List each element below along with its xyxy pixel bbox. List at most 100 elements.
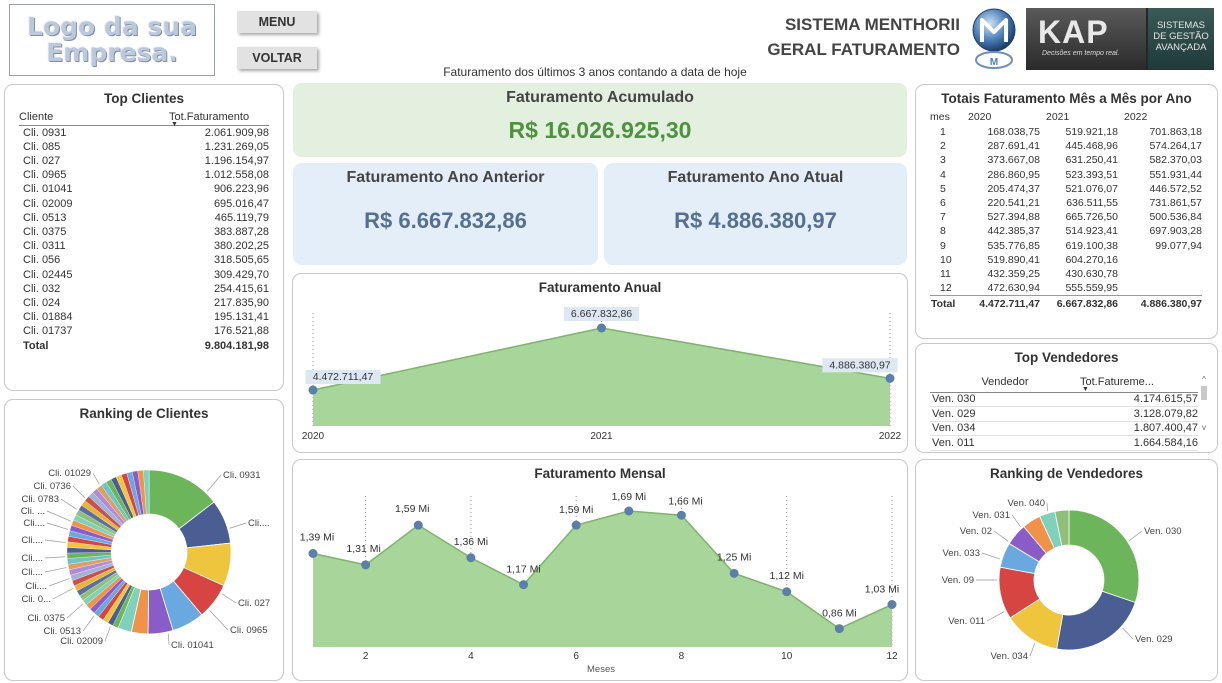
col-tot-fat-label: Tot.Fatureme... bbox=[1080, 375, 1154, 388]
v2022-cell: 731.861,57 bbox=[1149, 197, 1202, 210]
col-vendedor-header[interactable]: Vendedor bbox=[981, 375, 1029, 388]
table-row[interactable]: Cli. 02009 695.016,47 bbox=[19, 197, 269, 211]
data-point bbox=[887, 600, 897, 609]
v2020-cell: 432.359,25 bbox=[987, 267, 1040, 280]
table-row[interactable]: 7 527.394,88 665.726,50 500.536,84 bbox=[930, 210, 1202, 224]
col-total-header[interactable]: Tot.Faturamento ▼ bbox=[169, 109, 269, 128]
data-label-bg bbox=[822, 358, 898, 373]
pie-label: Cli. 0783 bbox=[22, 494, 60, 505]
top-clientes-table: Cliente Tot.Faturamento ▼ Cli. 0931 2.061.… bbox=[19, 109, 269, 353]
total-cell: 3.128.079,82 bbox=[1133, 407, 1198, 420]
table-row[interactable]: 10 519.890,41 604.270,16 bbox=[930, 253, 1202, 267]
data-label: 1,39 Mi bbox=[300, 532, 334, 544]
top-vendedores-scrollbar[interactable]: ^ v bbox=[1200, 376, 1208, 434]
table-row[interactable]: Cli. 0311 380.202,25 bbox=[19, 239, 269, 253]
pie-leader-line bbox=[167, 633, 170, 646]
data-point bbox=[676, 510, 686, 520]
total-cell: 465.119,79 bbox=[214, 211, 269, 224]
scroll-up-icon[interactable]: ^ bbox=[1202, 375, 1206, 384]
table-row[interactable]: Cli. 0965 1.012.558,08 bbox=[19, 168, 269, 182]
table-row[interactable]: 11 432.359,25 430.630,78 bbox=[930, 267, 1202, 281]
table-row[interactable]: 4 286.860,95 523.393,51 551.931,44 bbox=[930, 168, 1202, 182]
pie-label: Cli.... bbox=[25, 581, 47, 592]
pie-label: Cli.... bbox=[23, 518, 45, 529]
pie-leader-line bbox=[206, 474, 222, 492]
table-row[interactable]: Cli. 01041 906.223,96 bbox=[19, 182, 269, 196]
table-row[interactable]: Cli. 01884 195.131,41 bbox=[19, 310, 269, 324]
pie-label: Cli.... bbox=[21, 535, 43, 546]
data-label: 1,36 Mi bbox=[454, 536, 488, 548]
col-2022-header[interactable]: 2022 bbox=[1124, 111, 1148, 123]
table-row[interactable]: Cli. 027 1.196.154,97 bbox=[19, 154, 269, 168]
pie-leader-line bbox=[981, 552, 1001, 560]
table-row[interactable]: Cli. 0931 2.061.909,98 bbox=[19, 125, 269, 140]
table-row[interactable]: Cli. 056 318.505,65 bbox=[19, 253, 269, 267]
table-row[interactable]: Ven. 029 3.128.079,82 bbox=[930, 407, 1198, 421]
table-row[interactable]: 1 168.038,75 519.921,18 701.863,18 bbox=[930, 125, 1202, 139]
col-cliente-header[interactable]: Cliente bbox=[19, 109, 169, 126]
table-row[interactable]: Cli. 01737 176.521,88 bbox=[19, 324, 269, 338]
v2020-cell: 220.541,21 bbox=[987, 197, 1040, 210]
cliente-cell: Cli. 0513 bbox=[23, 211, 67, 224]
table-row[interactable]: 6 220.541,21 636.511,55 731.861,57 bbox=[930, 196, 1202, 210]
col-tot-fat-header[interactable]: Tot.Fatureme... ▼ bbox=[1080, 372, 1198, 393]
table-row[interactable]: 12 472.630,94 555.559,95 bbox=[930, 281, 1202, 295]
table-row[interactable]: Cli. 0375 383.887,28 bbox=[19, 225, 269, 239]
pie-label: Cli. ... bbox=[21, 506, 45, 517]
table-row[interactable]: Cli. 024 217.835,90 bbox=[19, 296, 269, 310]
scrollbar-thumb[interactable] bbox=[1201, 386, 1207, 400]
v2021-cell: 619.100,38 bbox=[1065, 239, 1118, 252]
table-row[interactable]: Cli. 0513 465.119,79 bbox=[19, 211, 269, 225]
col-2020-header[interactable]: 2020 bbox=[968, 111, 992, 123]
pie-slice bbox=[143, 469, 150, 515]
data-label: 4.472.711,47 bbox=[313, 371, 374, 383]
pie-label: Cli.... bbox=[248, 518, 270, 529]
data-label: 1,59 Mi bbox=[395, 503, 429, 515]
pie-label: Cli. 0736 bbox=[34, 481, 72, 492]
pie-label: Cli. 0965 bbox=[230, 625, 268, 636]
totais-mes-panel: Totais Faturamento Mês a Mês por Ano mes… bbox=[915, 84, 1218, 339]
vendedor-cell: Ven. 034 bbox=[932, 422, 976, 435]
x-tick-label: 8 bbox=[679, 651, 685, 662]
table-row[interactable]: 2 287.691,41 445.468,96 574.264,17 bbox=[930, 139, 1202, 153]
table-row[interactable]: Cli. 02445 309.429,70 bbox=[19, 268, 269, 282]
pie-leader-line bbox=[46, 510, 71, 522]
cliente-cell: Cli. 085 bbox=[23, 140, 61, 153]
voltar-button[interactable]: VOLTAR bbox=[237, 47, 317, 69]
table-row[interactable]: Ven. 011 1.664.584,16 bbox=[930, 436, 1198, 450]
table-row[interactable]: 3 373.667,08 631.250,41 582.370,03 bbox=[930, 153, 1202, 167]
v2021-cell: 523.393,51 bbox=[1065, 168, 1118, 181]
table-row[interactable]: Cli. 032 254.415,61 bbox=[19, 282, 269, 296]
cliente-cell: Cli. 0311 bbox=[23, 240, 66, 253]
v2021-cell: 430.630,78 bbox=[1065, 267, 1118, 280]
table-row[interactable]: Ven. 034 1.807.400,47 bbox=[930, 421, 1198, 436]
v2021-cell: 519.921,18 bbox=[1065, 126, 1118, 139]
v2021-cell: 604.270,16 bbox=[1065, 253, 1118, 266]
pie-leader-line bbox=[1129, 530, 1143, 541]
col-mes-header[interactable]: mes bbox=[930, 111, 950, 123]
table-row[interactable]: 5 205.474,37 521.076,07 446.572,52 bbox=[930, 182, 1202, 196]
col-2021-header[interactable]: 2021 bbox=[1046, 111, 1070, 123]
table-row[interactable]: Cli. 085 1.231.269,05 bbox=[19, 140, 269, 154]
top-clientes-total-value: 9.804.181,98 bbox=[204, 339, 269, 352]
mes-cell: 9 bbox=[940, 239, 946, 252]
menu-button[interactable]: MENU bbox=[237, 11, 317, 33]
ranking-clientes-chart: Cli. 0931 Cli.... Cli. 027 Cli. 0965 Cli. 01… bbox=[21, 468, 271, 651]
total-cell: 4.174.615,57 bbox=[1133, 393, 1198, 406]
table-row[interactable]: Ven. 030 4.174.615,57 bbox=[930, 392, 1198, 407]
menthorii-logo-icon: M bbox=[970, 8, 1018, 70]
totais-mes-title: Totais Faturamento Mês a Mês por Ano bbox=[941, 91, 1192, 106]
table-row[interactable]: 8 442.385,37 514.923,41 697.903,28 bbox=[930, 224, 1202, 238]
faturamento-anual-chart: 4.472.711,47 6.667.832,86 4.886.380,97 2020… bbox=[302, 307, 902, 442]
scroll-down-icon[interactable]: v bbox=[1202, 423, 1206, 432]
kpi-ano-anterior-label: Faturamento Ano Anterior bbox=[346, 169, 545, 186]
x-tick-label: 2 bbox=[363, 651, 369, 662]
data-label: 1,66 Mi bbox=[668, 495, 702, 507]
table-row[interactable]: 9 535.776,85 619.100,38 99.077,94 bbox=[930, 239, 1202, 253]
cliente-cell: Cli. 02445 bbox=[23, 268, 73, 281]
x-axis-label: Meses bbox=[587, 664, 615, 675]
mes-cell: 10 bbox=[940, 253, 952, 266]
total-cell: 309.429,70 bbox=[213, 268, 269, 281]
v2020-cell: 472.630,94 bbox=[987, 281, 1040, 294]
cliente-cell: Cli. 056 bbox=[23, 254, 61, 267]
